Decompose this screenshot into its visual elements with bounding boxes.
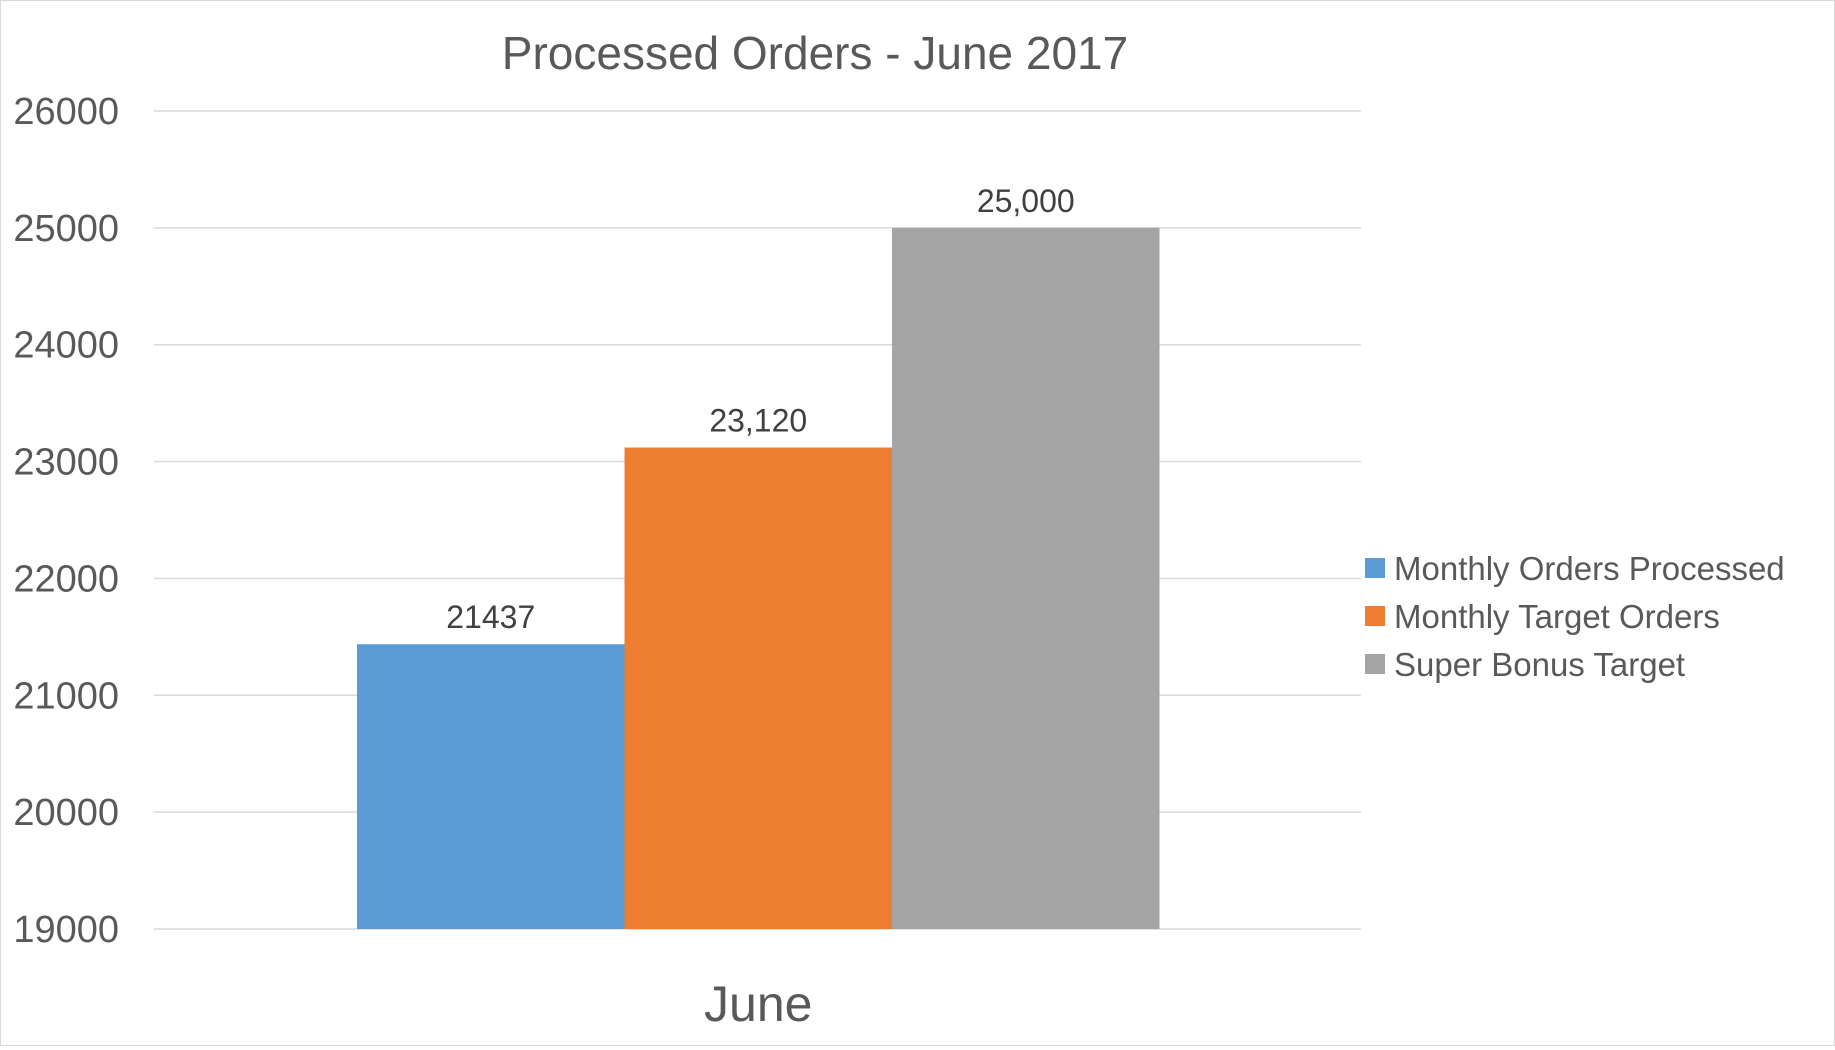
y-axis-tick-labels: 19000 20000 21000 22000 23000 24000 25000 26000 [13,91,119,951]
data-label: 23,120 [709,403,807,439]
legend-label: Super Bonus Target [1394,646,1685,683]
legend: Monthly Orders Processed Monthly Target O… [1365,550,1785,683]
y-tick-label: 25000 [13,208,119,250]
legend-swatch [1365,654,1385,674]
data-labels: 21437 23,120 25,000 [446,183,1074,635]
data-label: 25,000 [977,183,1075,219]
bars [357,227,1160,929]
data-label: 21437 [446,599,535,635]
legend-swatch [1365,606,1385,626]
y-tick-label: 20000 [13,792,119,834]
legend-label: Monthly Orders Processed [1394,550,1785,587]
legend-swatch [1365,558,1385,578]
y-tick-label: 24000 [13,325,119,367]
y-tick-label: 23000 [13,442,119,484]
legend-label: Monthly Target Orders [1394,598,1720,635]
y-tick-label: 19000 [13,909,119,951]
bar-monthly-target-orders [624,447,892,929]
y-tick-label: 21000 [13,675,119,717]
x-axis-category-labels: June [704,976,812,1032]
bar-monthly-orders-processed [357,644,625,929]
y-tick-label: 22000 [13,558,119,600]
x-category-label: June [704,976,812,1032]
chart-title: Processed Orders - June 2017 [502,27,1128,79]
y-tick-label: 26000 [13,91,119,133]
bar-super-bonus-target [892,227,1160,929]
